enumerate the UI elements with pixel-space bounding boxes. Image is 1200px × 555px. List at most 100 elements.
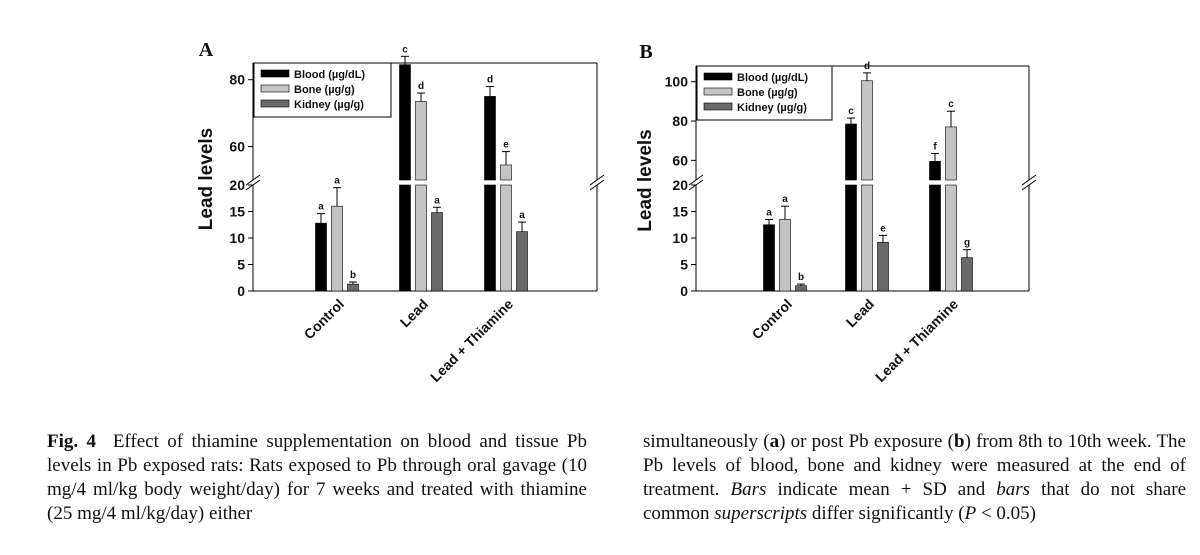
caption-bold: b [953, 431, 965, 452]
significance-label: a [766, 207, 772, 218]
axis-break-mark [1021, 174, 1037, 186]
bar [415, 184, 427, 292]
bar [399, 184, 411, 292]
bar [877, 241, 889, 292]
chart-panel-b: 0 5 10 15 20 60 80 100 Lead levels Baa b Control c d e… [635, 41, 1037, 385]
y-tick-label: 60 [672, 152, 688, 168]
caption-italic: bars [996, 479, 1031, 500]
significance-label: a [434, 195, 440, 206]
y-tick-label: 5 [237, 257, 245, 273]
figure-label: Fig. 4 [47, 431, 97, 452]
significance-label: d [864, 61, 870, 72]
bar [500, 164, 512, 181]
caption-left-text: Effect of thiamine supplementation on bl… [47, 431, 588, 524]
y-tick-label: 0 [680, 283, 688, 299]
axis-break-mark [688, 174, 704, 186]
bar [399, 64, 411, 181]
significance-label: a [318, 202, 324, 213]
significance-label: c [402, 44, 408, 55]
x-tick-label: Lead + Thiamine [427, 296, 516, 385]
bar [484, 96, 496, 181]
caption-text: simultaneously ( [643, 431, 770, 452]
caption-italic: superscripts [714, 503, 808, 524]
significance-label: e [880, 223, 886, 234]
legend-swatch [703, 87, 733, 96]
caption-text: that do not share common [643, 479, 1186, 524]
significance-label: f [933, 141, 937, 152]
bar [431, 212, 443, 292]
y-tick-label: 100 [665, 74, 689, 90]
bar [929, 184, 941, 292]
bar [845, 123, 857, 181]
significance-label: e [503, 140, 509, 151]
y-tick-label: 15 [672, 204, 688, 220]
chart-panel-a: 0 5 10 15 20 60 80 Lead levels Aa a b Control c d a Lea… [196, 39, 605, 385]
bar [945, 184, 957, 292]
bar [961, 257, 973, 292]
y-tick-label: 20 [672, 177, 688, 193]
bar [415, 101, 427, 181]
significance-label: c [848, 106, 854, 117]
caption-text: ) or post Pb exposure ( [779, 431, 954, 452]
significance-label: a [334, 176, 340, 187]
bar [331, 205, 343, 292]
caption-text: indicate mean + SD and [766, 479, 997, 500]
significance-label: a [782, 194, 788, 205]
y-tick-label: 10 [229, 230, 245, 246]
significance-label: b [798, 272, 804, 283]
y-axis-label: Lead levels [635, 129, 656, 231]
significance-label: d [487, 74, 493, 85]
axis-break-mark [589, 179, 605, 191]
caption-italic: P [964, 503, 977, 524]
x-tick-label: Control [749, 296, 796, 343]
bar [315, 222, 327, 292]
legend-swatch [703, 102, 733, 111]
y-tick-label: 80 [672, 113, 688, 129]
panel-label: B [639, 41, 652, 63]
bar [861, 80, 873, 181]
panel-label: A [199, 39, 214, 61]
caption-text: < 0.05) [976, 503, 1036, 524]
bar [929, 161, 941, 181]
axis-break-mark [245, 174, 261, 186]
x-tick-label: Lead [397, 296, 431, 330]
caption-text: ) from 8th to 10th week. The Pb levels o… [643, 431, 1186, 500]
caption-right: simultaneously (a) or post Pb exposure (… [643, 430, 1186, 526]
legend: Blood (µg/dL) Bone (µg/g) Kidney (µg/g) [696, 65, 833, 121]
y-tick-label: 60 [229, 139, 245, 155]
significance-label: b [350, 270, 356, 281]
legend-label: Blood (µg/dL) [294, 69, 365, 81]
x-tick-label: Control [301, 296, 348, 343]
y-tick-label: 20 [229, 177, 245, 193]
legend-swatch [703, 72, 733, 81]
caption-text: differ significantly ( [807, 503, 965, 524]
caption-bold: a [769, 431, 780, 452]
legend-swatch [260, 99, 290, 108]
significance-label: g [964, 238, 970, 249]
x-tick-label: Lead + Thiamine [872, 296, 961, 385]
bar [347, 283, 359, 292]
y-tick-label: 0 [237, 283, 245, 299]
bar [779, 219, 791, 292]
y-tick-label: 15 [229, 204, 245, 220]
caption-left: Fig. 4 Effect of thiamine supplementatio… [47, 430, 587, 526]
legend: Blood (µg/dL) Bone (µg/g) Kidney (µg/g) [253, 62, 392, 118]
legend-label: Bone (µg/g) [294, 84, 355, 96]
y-tick-label: 80 [229, 72, 245, 88]
caption-italic: Bars [730, 479, 767, 500]
bar [795, 285, 807, 292]
bar [763, 224, 775, 292]
legend-label: Bone (µg/g) [737, 87, 798, 99]
y-axis-label: Lead levels [196, 128, 217, 230]
legend-swatch [260, 69, 290, 78]
legend-label: Kidney (µg/g) [294, 99, 364, 111]
bar [845, 184, 857, 292]
bar [516, 231, 528, 292]
y-tick-label: 5 [680, 257, 688, 273]
axis-break-mark [1021, 179, 1037, 191]
legend-label: Kidney (µg/g) [737, 102, 807, 114]
significance-label: c [948, 99, 954, 110]
bar [861, 184, 873, 292]
x-tick-label: Lead [843, 296, 877, 330]
